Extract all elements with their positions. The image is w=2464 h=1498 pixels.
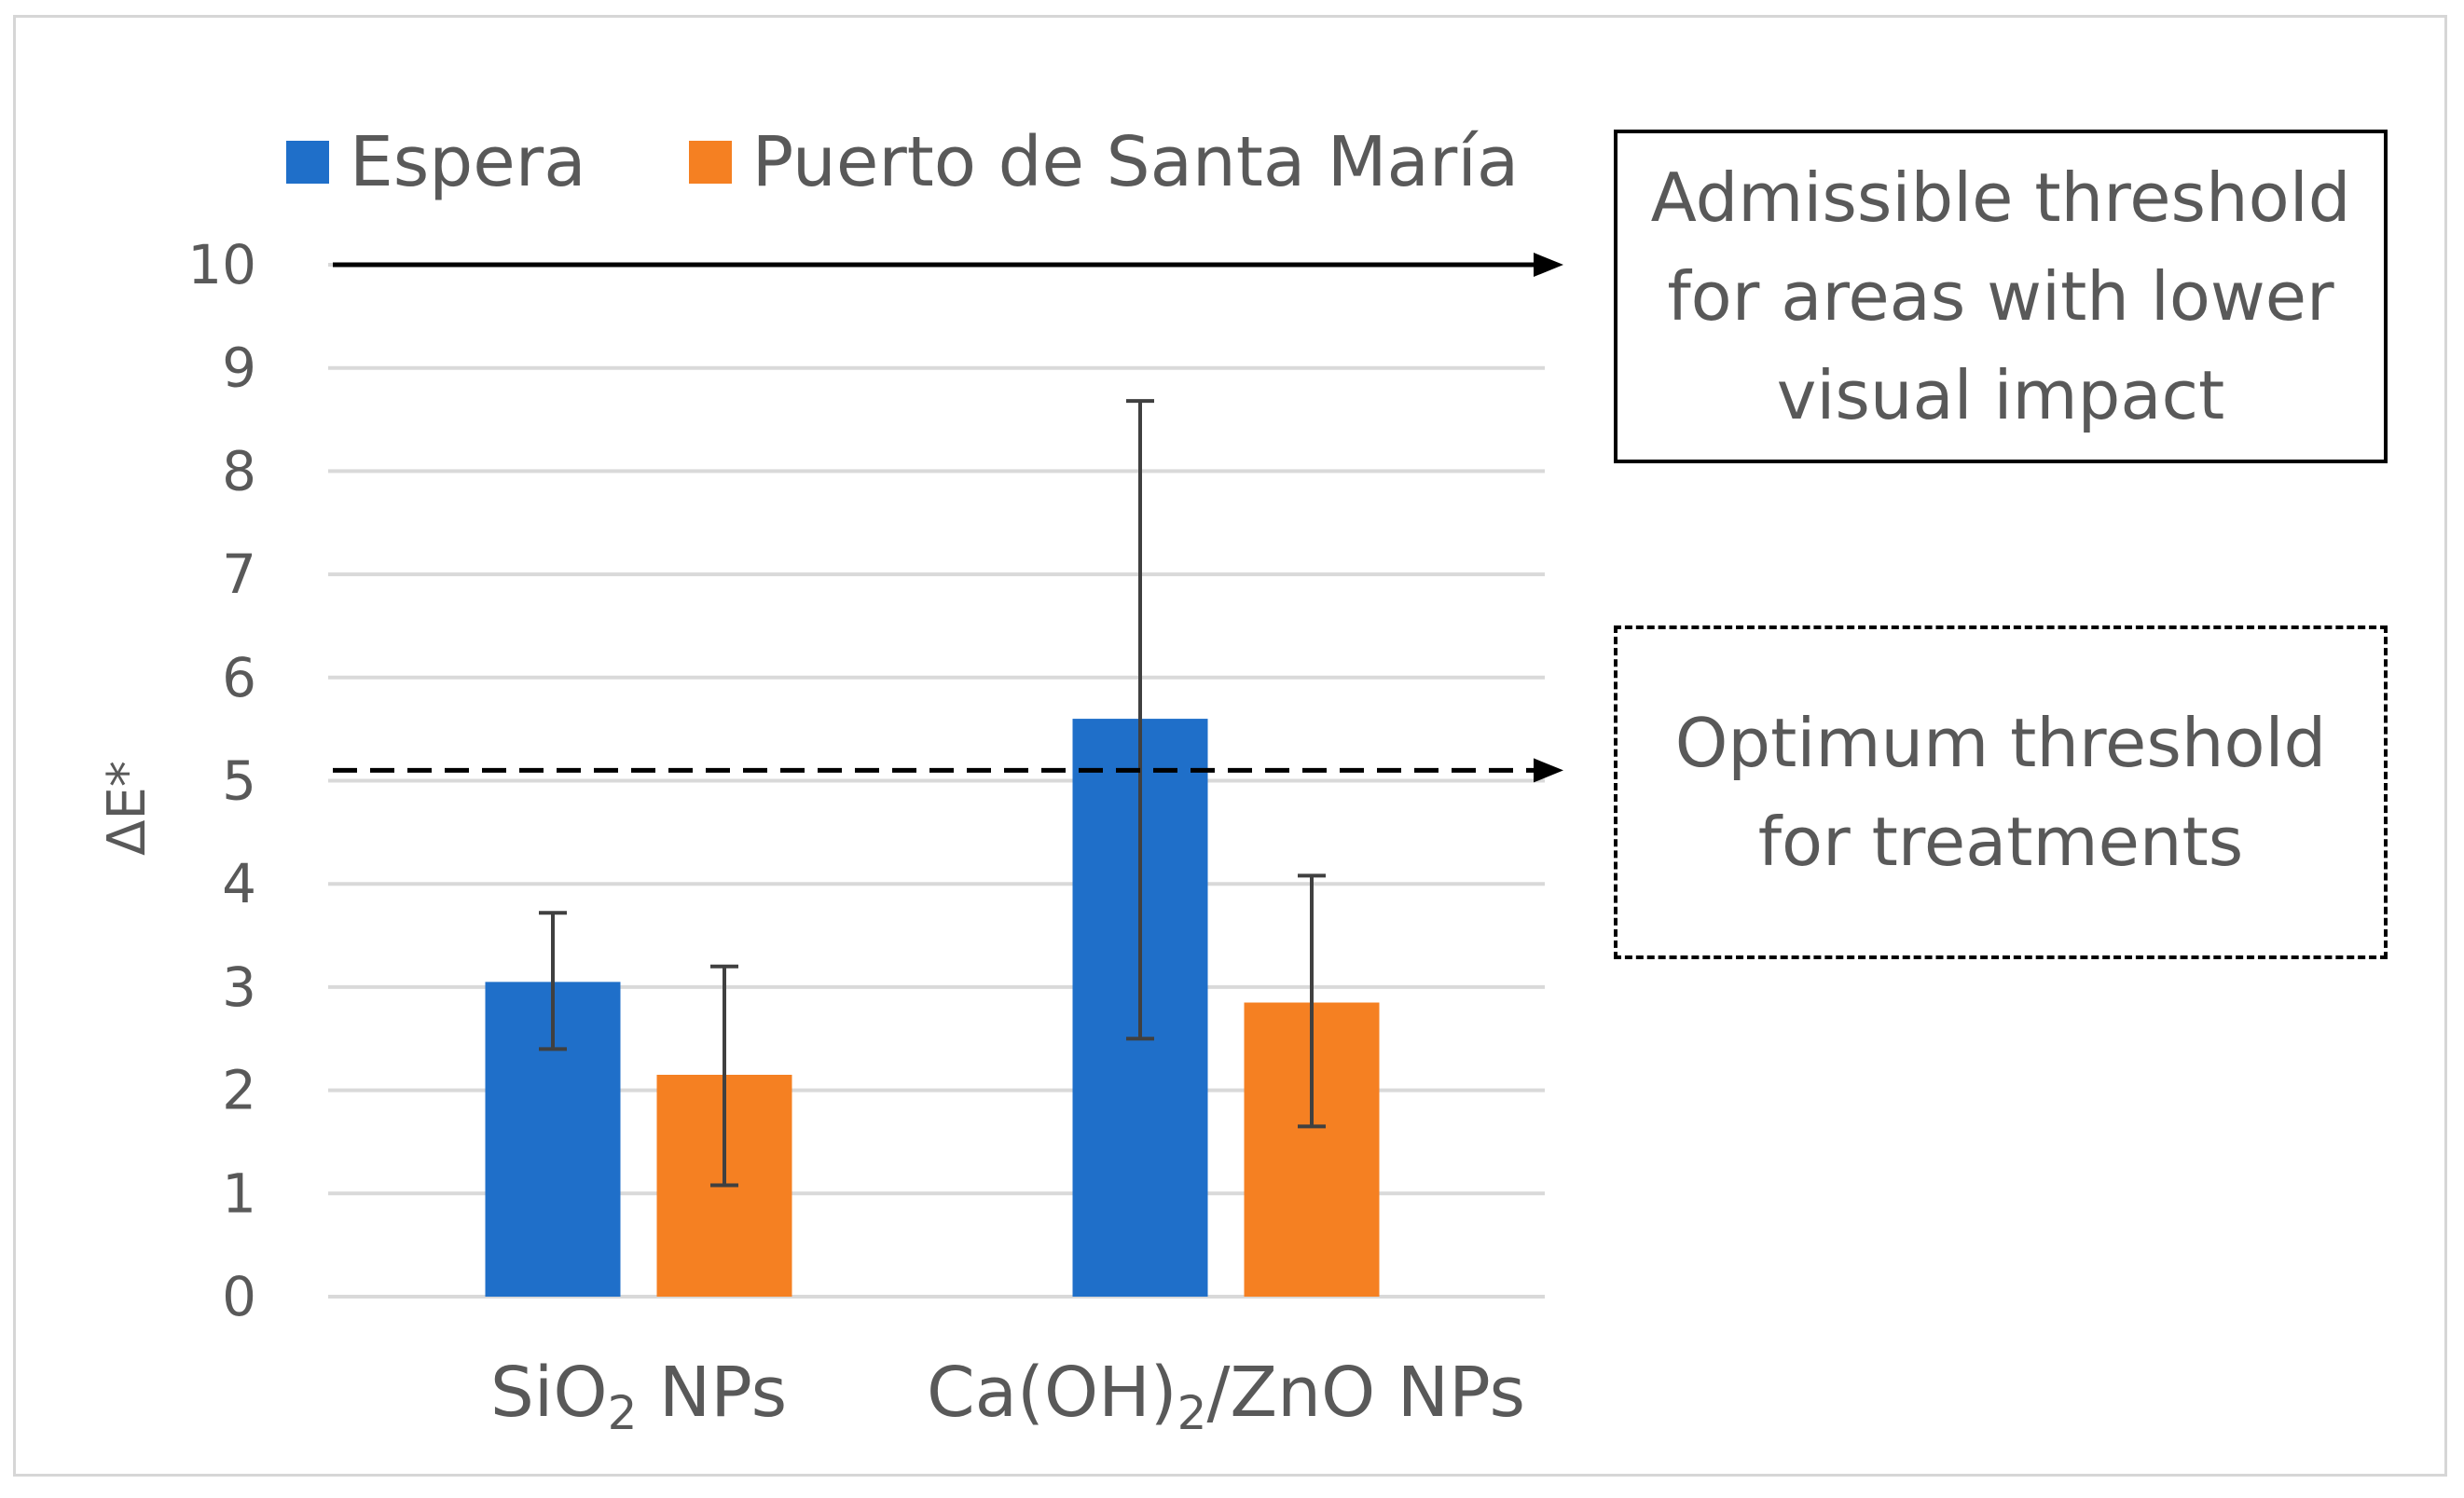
legend-label-puerto: Puerto de Santa María — [751, 122, 1520, 202]
y-tick-label-6: 6 — [222, 646, 256, 709]
error-bar-espera-1 — [1126, 399, 1154, 1041]
legend-swatch-espera — [286, 141, 329, 184]
legend-label-espera: Espera — [350, 122, 586, 202]
y-tick-label-7: 7 — [222, 543, 256, 606]
y-tick-label-2: 2 — [222, 1059, 256, 1122]
y-tick-label-4: 4 — [222, 852, 256, 915]
admissible-threshold-line-2: for areas with lower — [1667, 257, 2334, 336]
optimum-threshold-arrow — [333, 758, 1563, 783]
chart-canvas: 0 1 2 3 4 5 6 7 8 9 10 ΔE* — [97, 233, 1563, 1328]
threshold-lines — [333, 253, 1563, 783]
x-category-label-sio2: SiO2 NPs — [489, 1353, 788, 1440]
y-tick-label-5: 5 — [222, 749, 256, 813]
y-tick-label-9: 9 — [222, 337, 256, 400]
optimum-threshold-line-2: for treatments — [1757, 803, 2244, 881]
error-bars — [539, 399, 1326, 1188]
error-bar-puerto-1 — [1298, 873, 1326, 1129]
admissible-threshold-line-1: Admissible threshold — [1650, 158, 2351, 237]
y-tick-label-10: 10 — [187, 233, 256, 296]
figure-frame: 0 1 2 3 4 5 6 7 8 9 10 ΔE* Espera Puerto de Santa … — [13, 15, 2447, 1477]
x-category-label-caoh2-zno: Ca(OH)2/ZnO NPs — [927, 1353, 1525, 1440]
y-tick-labels: 0 1 2 3 4 5 6 7 8 9 10 — [187, 233, 256, 1328]
y-axis-label: ΔE* — [97, 761, 158, 856]
bars — [485, 719, 1380, 1297]
y-tick-label-8: 8 — [222, 439, 256, 502]
legend: Espera Puerto de Santa María — [286, 122, 1519, 202]
error-bar-puerto-0 — [710, 964, 738, 1188]
admissible-threshold-box: Admissible threshold for areas with lowe… — [1614, 130, 2388, 463]
admissible-threshold-arrow — [333, 253, 1563, 277]
optimum-threshold-box: Optimum threshold for treatments — [1614, 625, 2388, 959]
legend-swatch-puerto — [688, 141, 732, 184]
error-bar-espera-0 — [539, 911, 567, 1051]
y-tick-label-0: 0 — [222, 1265, 256, 1328]
optimum-threshold-line-1: Optimum threshold — [1674, 704, 2327, 782]
y-tick-label-1: 1 — [222, 1161, 256, 1225]
y-tick-label-3: 3 — [222, 955, 256, 1019]
admissible-threshold-line-3: visual impact — [1776, 356, 2225, 434]
